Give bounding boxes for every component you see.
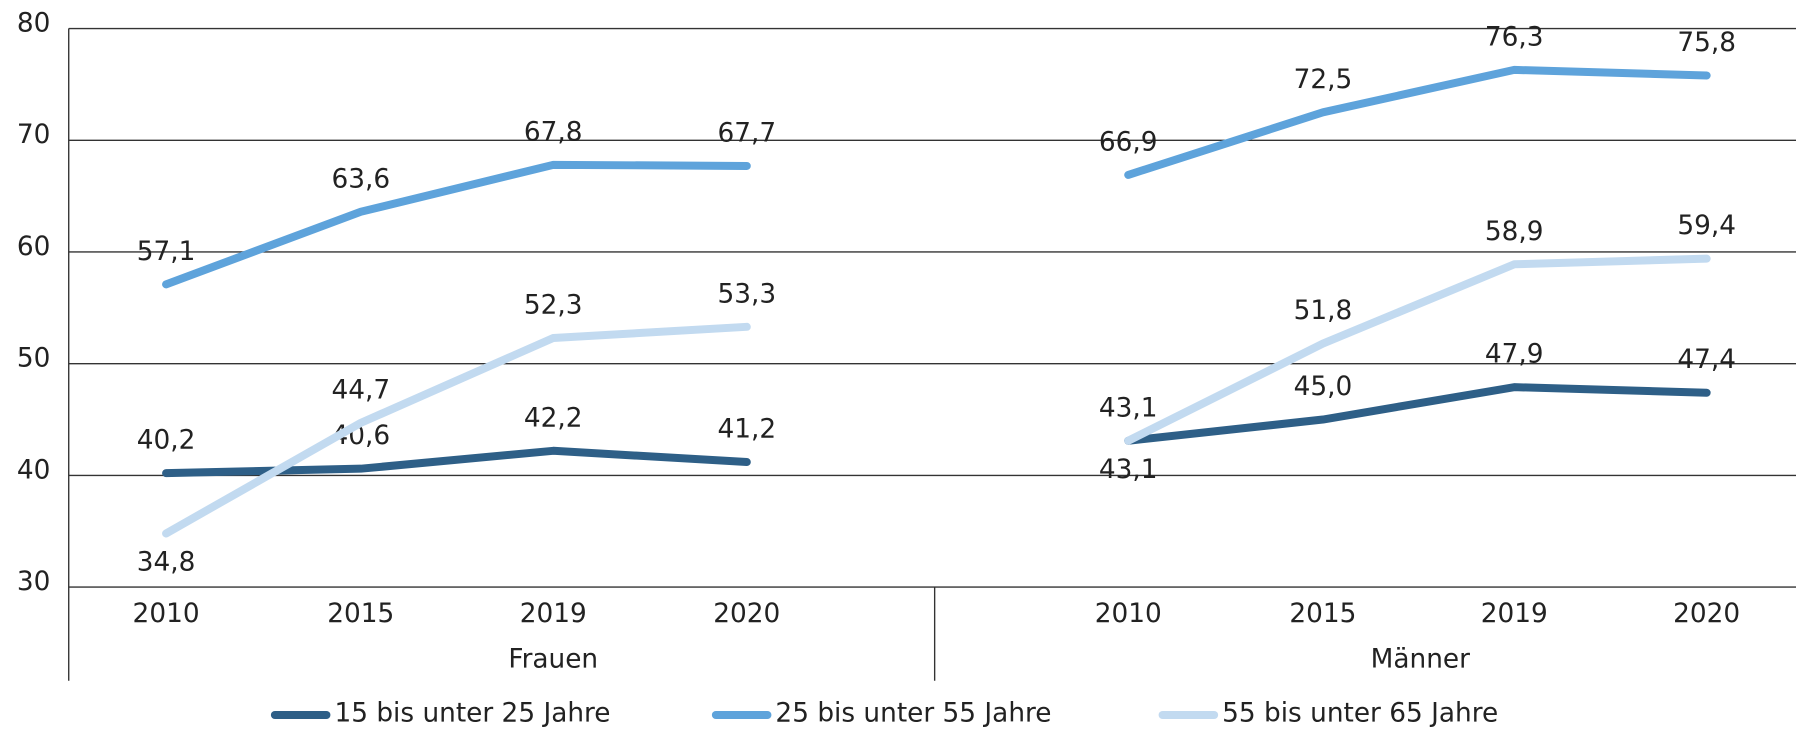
data-label: 67,7 [717, 118, 776, 148]
x-tick-label: 2010 [1095, 599, 1162, 629]
data-label: 45,0 [1294, 372, 1353, 402]
data-label: 72,5 [1294, 65, 1353, 95]
x-tick-label: 2019 [1481, 599, 1548, 629]
data-label: 41,2 [717, 415, 776, 445]
y-tick-label: 60 [17, 232, 51, 262]
legend-label: 25 bis unter 55 Jahre [775, 698, 1051, 728]
data-label: 52,3 [524, 291, 583, 321]
x-tick-label: 2019 [520, 599, 587, 629]
y-tick-label: 40 [17, 455, 51, 485]
data-label: 47,4 [1677, 345, 1736, 375]
group-label: Männer [1371, 645, 1470, 675]
data-label: 63,6 [331, 164, 390, 194]
x-tick-label: 2010 [133, 599, 200, 629]
x-tick-label: 2020 [713, 599, 780, 629]
data-label: 40,2 [137, 426, 196, 456]
data-label: 67,8 [524, 117, 583, 147]
data-label: 75,8 [1677, 28, 1736, 58]
data-label: 51,8 [1294, 296, 1353, 326]
line [162, 322, 751, 538]
line [162, 446, 751, 478]
y-tick-label: 70 [17, 120, 51, 150]
data-label: 57,1 [137, 237, 196, 267]
data-label: 58,9 [1485, 217, 1544, 247]
line [1124, 65, 1711, 179]
data-label: 53,3 [717, 279, 776, 309]
data-label: 66,9 [1099, 127, 1158, 157]
legend-label: 55 bis unter 65 Jahre [1222, 698, 1498, 728]
x-tick-label: 2015 [1289, 599, 1356, 629]
group-label: Frauen [508, 645, 598, 675]
data-label: 34,8 [137, 548, 196, 578]
data-label: 43,1 [1099, 393, 1158, 423]
data-label: 59,4 [1677, 211, 1736, 241]
data-label: 42,2 [524, 403, 583, 433]
data-label: 76,3 [1485, 22, 1544, 52]
x-tick-label: 2020 [1673, 599, 1740, 629]
x-tick-label: 2015 [327, 599, 394, 629]
line [162, 160, 751, 289]
line [1124, 254, 1711, 445]
y-tick-label: 80 [17, 9, 51, 39]
line [1124, 383, 1711, 445]
data-label: 47,9 [1485, 340, 1544, 370]
data-label: 43,1 [1099, 455, 1158, 485]
legend-label: 15 bis unter 25 Jahre [334, 698, 610, 728]
data-label: 44,7 [331, 375, 390, 405]
y-tick-label: 30 [17, 567, 51, 597]
y-tick-label: 50 [17, 344, 51, 374]
